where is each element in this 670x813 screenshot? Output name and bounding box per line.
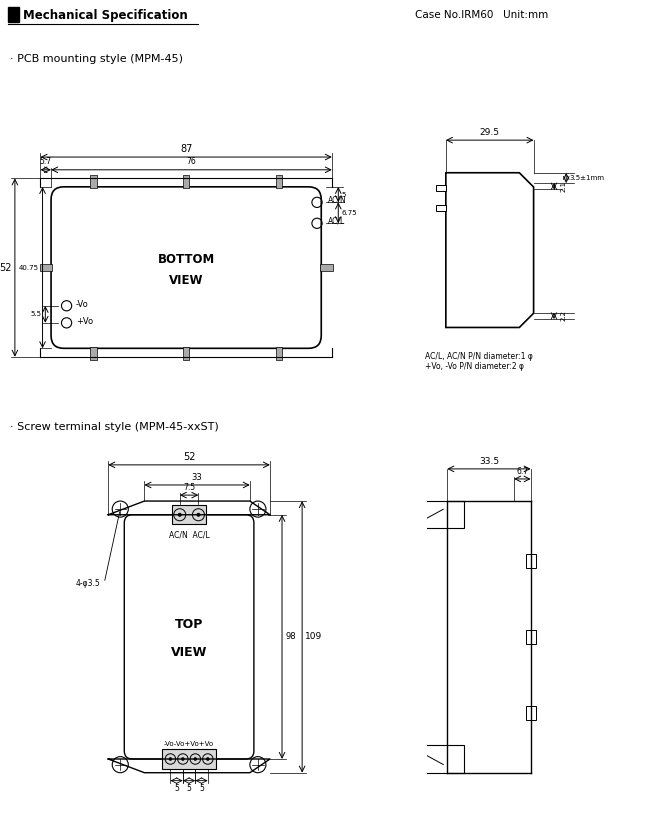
- Bar: [526, 706, 536, 720]
- Text: 2.2: 2.2: [560, 311, 566, 321]
- Bar: [90, 347, 96, 360]
- Text: VIEW: VIEW: [169, 274, 204, 287]
- Text: 6.75: 6.75: [342, 210, 357, 215]
- Text: 5: 5: [342, 192, 346, 198]
- Bar: [8, 7, 19, 23]
- Text: 109: 109: [306, 633, 322, 641]
- Bar: [526, 554, 536, 567]
- Text: AC/L: AC/L: [328, 217, 345, 226]
- Circle shape: [194, 758, 197, 760]
- Text: · PCB mounting style (MPM-45): · PCB mounting style (MPM-45): [10, 54, 183, 63]
- Text: -Vo-Vo+Vo+Vo: -Vo-Vo+Vo+Vo: [164, 741, 214, 747]
- Bar: [320, 264, 333, 271]
- Bar: [162, 750, 216, 768]
- Bar: [275, 347, 282, 360]
- Text: 7.5: 7.5: [183, 483, 195, 492]
- Bar: [183, 347, 190, 360]
- Circle shape: [178, 513, 182, 516]
- Text: AC/N  AC/L: AC/N AC/L: [169, 530, 210, 539]
- Text: 5: 5: [187, 784, 192, 793]
- Text: 6.7: 6.7: [517, 467, 529, 476]
- Text: AC/L, AC/N P/N diameter:1 φ
+Vo, -Vo P/N diameter:2 φ: AC/L, AC/N P/N diameter:1 φ +Vo, -Vo P/N…: [425, 352, 533, 372]
- Text: 2.1: 2.1: [560, 180, 566, 192]
- Text: 52: 52: [0, 263, 11, 272]
- Text: 5: 5: [199, 784, 204, 793]
- Text: VIEW: VIEW: [171, 646, 207, 659]
- Text: 29.5: 29.5: [480, 128, 500, 137]
- Text: Mechanical Specification: Mechanical Specification: [23, 9, 188, 22]
- Text: 98: 98: [285, 633, 296, 641]
- Bar: [172, 505, 206, 524]
- Bar: [40, 264, 52, 271]
- Bar: [275, 176, 282, 188]
- Bar: [436, 185, 446, 191]
- Text: 4-φ3.5: 4-φ3.5: [76, 579, 100, 588]
- Text: 76: 76: [187, 158, 196, 167]
- Text: 52: 52: [183, 452, 196, 462]
- Text: 87: 87: [180, 144, 192, 154]
- Bar: [183, 176, 190, 188]
- Text: 5: 5: [174, 784, 179, 793]
- Text: · Screw terminal style (MPM-45-xxST): · Screw terminal style (MPM-45-xxST): [9, 422, 218, 432]
- Circle shape: [197, 513, 200, 516]
- Text: 33: 33: [192, 472, 202, 482]
- Text: AC/N: AC/N: [328, 196, 346, 205]
- Text: +Vo: +Vo: [76, 317, 93, 326]
- FancyBboxPatch shape: [125, 515, 254, 759]
- Circle shape: [182, 758, 184, 760]
- Text: 5.7: 5.7: [40, 158, 52, 167]
- Text: 33.5: 33.5: [479, 457, 499, 466]
- Text: -Vo: -Vo: [76, 300, 88, 309]
- Bar: [526, 630, 536, 644]
- Circle shape: [206, 758, 209, 760]
- Text: TOP: TOP: [175, 619, 203, 632]
- Text: 3.5±1mm: 3.5±1mm: [570, 175, 604, 181]
- Text: BOTTOM: BOTTOM: [157, 253, 215, 266]
- Bar: [90, 176, 96, 188]
- Text: 40.75: 40.75: [19, 264, 39, 271]
- Bar: [415, 746, 464, 772]
- FancyBboxPatch shape: [51, 187, 321, 348]
- Bar: [436, 205, 446, 211]
- Circle shape: [169, 758, 172, 760]
- Text: Case No.IRM60   Unit:mm: Case No.IRM60 Unit:mm: [415, 11, 548, 20]
- Bar: [415, 501, 464, 528]
- Text: 5.5: 5.5: [31, 311, 42, 317]
- PathPatch shape: [446, 172, 533, 328]
